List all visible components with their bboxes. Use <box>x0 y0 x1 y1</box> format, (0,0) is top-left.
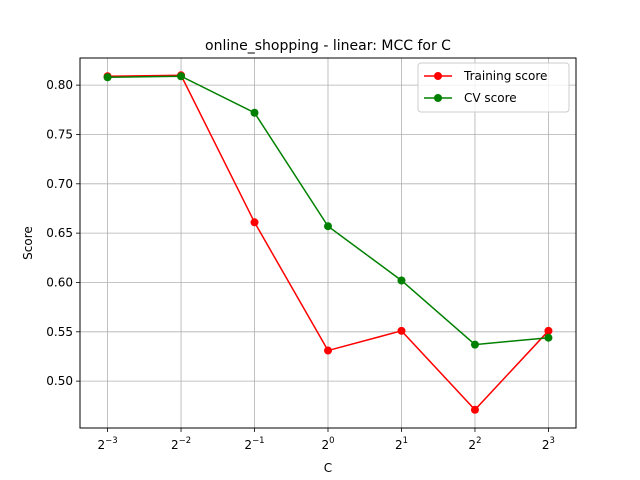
legend-box <box>417 62 570 113</box>
data-point-training-score <box>470 405 479 414</box>
x-tick-label: 2−3 <box>97 436 117 452</box>
x-axis: 2−3 2−2 2−1 20 21 22 23 <box>97 428 555 452</box>
data-point-training-score <box>544 326 553 335</box>
y-axis-label: Score <box>21 226 35 260</box>
y-tick-label: 0.55 <box>46 325 73 339</box>
x-tick-label: 22 <box>468 436 481 452</box>
y-tick-label: 0.75 <box>46 127 73 141</box>
data-point-training-score <box>397 326 406 335</box>
x-tick-label: 21 <box>395 436 408 452</box>
grid <box>80 58 576 428</box>
data-point-training-score <box>324 346 332 355</box>
data-point-cv-score <box>470 340 479 349</box>
series-layer <box>103 71 553 414</box>
x-tick-label: 23 <box>542 436 555 452</box>
y-axis: 0.50 0.55 0.60 0.65 0.70 0.75 0.80 <box>46 78 80 388</box>
data-point-cv-score <box>250 108 259 117</box>
y-tick-label: 0.60 <box>46 275 73 289</box>
legend-label-training-score: Training score <box>463 69 547 83</box>
data-point-training-score <box>250 218 259 227</box>
data-point-cv-score <box>177 72 186 81</box>
y-tick-label: 0.80 <box>46 78 73 92</box>
legend: Training score CV score <box>417 62 570 113</box>
legend-marker-training-score <box>434 72 442 80</box>
data-point-cv-score <box>103 73 112 82</box>
data-point-cv-score <box>324 222 332 231</box>
y-tick-label: 0.70 <box>46 177 73 191</box>
x-tick-label: 2−1 <box>244 436 264 452</box>
x-axis-label: C <box>324 461 332 475</box>
chart-title: online_shopping - linear: MCC for C <box>205 38 451 54</box>
data-point-cv-score <box>544 333 553 342</box>
y-tick-label: 0.50 <box>46 374 73 388</box>
x-tick-label: 20 <box>321 436 334 452</box>
legend-label-cv-score: CV score <box>464 91 517 105</box>
x-tick-label: 2−2 <box>171 436 191 452</box>
data-point-cv-score <box>397 276 406 285</box>
legend-marker-cv-score <box>434 94 442 102</box>
y-tick-label: 0.65 <box>46 226 73 240</box>
